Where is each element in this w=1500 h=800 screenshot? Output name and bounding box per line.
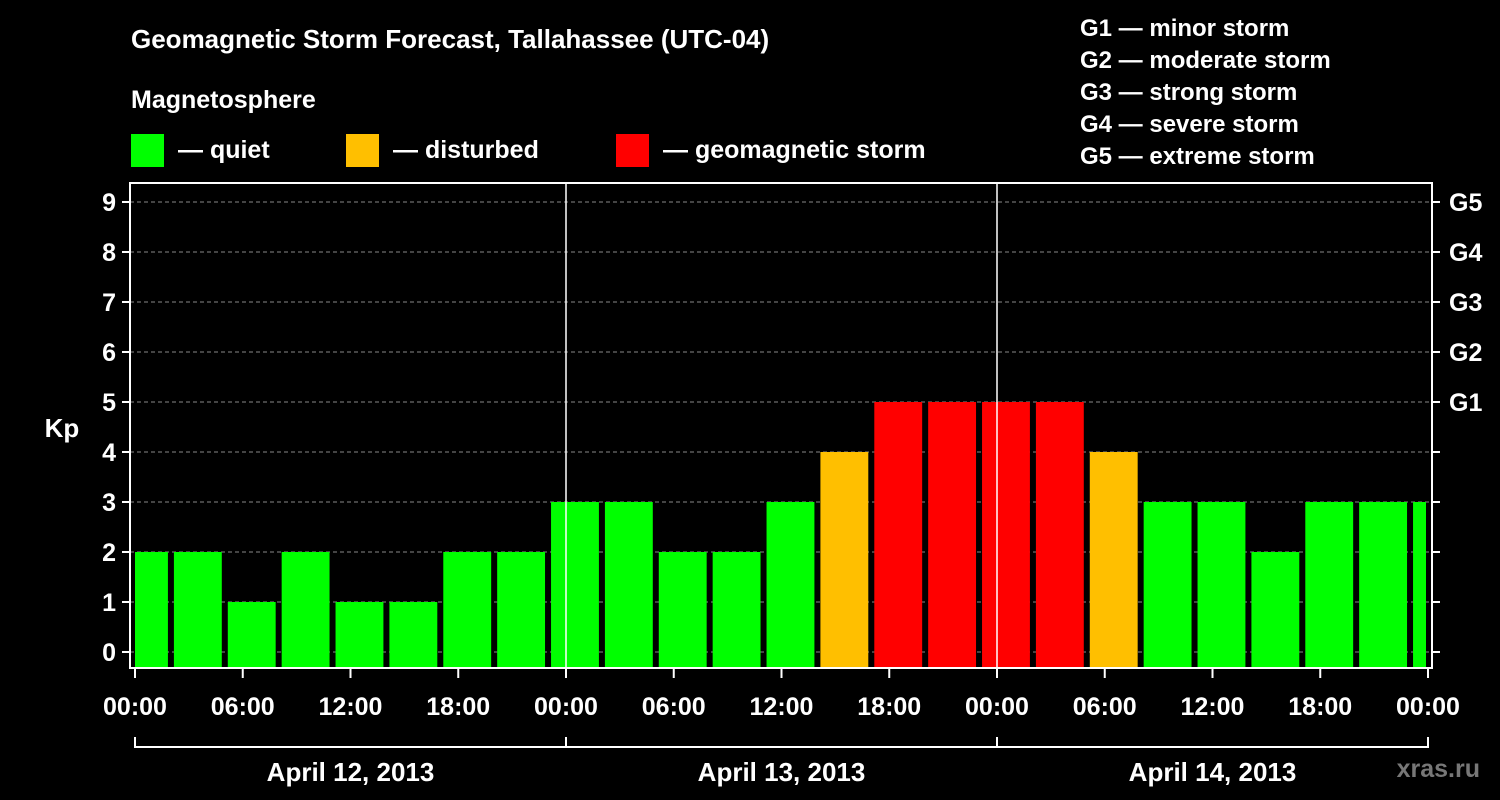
chart-title: Geomagnetic Storm Forecast, Tallahassee … (131, 24, 770, 54)
g-level-label-g1: G1 (1449, 389, 1482, 417)
legend-label-quiet: — quiet (178, 135, 270, 164)
legend-swatch-storm (616, 133, 649, 167)
y-tick-label-4: 4 (102, 439, 116, 467)
bar-3 (281, 552, 330, 667)
legend-item-quiet: — quiet (131, 133, 270, 167)
x-tick-label-2: 12:00 (319, 693, 383, 721)
g-level-label-g2: G2 (1449, 339, 1482, 367)
bar-1 (173, 552, 222, 667)
bar-2 (227, 602, 276, 667)
g-scale-g4: G4 — severe storm (1080, 111, 1299, 138)
g-level-label-g3: G3 (1449, 289, 1482, 317)
bar-6 (443, 552, 492, 667)
day-label-0: April 12, 2013 (267, 757, 435, 787)
bar-4 (335, 602, 384, 667)
bar-10 (658, 552, 707, 667)
bar-24 (1413, 502, 1426, 667)
y-tick-label-9: 9 (102, 189, 116, 217)
legend-swatch-disturbed (346, 133, 379, 167)
bar-16 (982, 402, 1030, 667)
bar-12 (766, 502, 815, 667)
y-tick-label-6: 6 (102, 339, 116, 367)
legend-swatch-quiet (131, 133, 164, 167)
section-label: Magnetosphere (131, 86, 316, 114)
legend-item-disturbed: — disturbed (346, 133, 539, 167)
y-axis-label: Kp (45, 413, 80, 443)
x-tick-label-9: 06:00 (1073, 693, 1137, 721)
x-tick-label-10: 12:00 (1181, 693, 1245, 721)
g-scale-g5: G5 — extreme storm (1080, 143, 1315, 170)
bar-20 (1197, 502, 1246, 667)
legend-label-storm: — geomagnetic storm (663, 135, 926, 164)
y-tick-label-5: 5 (102, 389, 116, 417)
bar-23 (1359, 502, 1408, 667)
bar-22 (1305, 502, 1354, 667)
bar-19 (1143, 502, 1192, 667)
y-tick-label-2: 2 (102, 539, 116, 567)
y-tick-label-3: 3 (102, 489, 116, 517)
x-tick-label-4: 00:00 (534, 693, 598, 721)
x-tick-label-12: 00:00 (1396, 693, 1460, 721)
g-level-label-g4: G4 (1449, 239, 1482, 267)
x-tick-label-3: 18:00 (426, 693, 490, 721)
y-tick-label-0: 0 (102, 639, 116, 667)
bar-0 (135, 552, 168, 667)
g-scale-g2: G2 — moderate storm (1080, 47, 1331, 74)
bar-9 (604, 502, 653, 667)
day-label-2: April 14, 2013 (1129, 757, 1297, 787)
g-scale-legend: G1 — minor storm G2 — moderate storm G3 … (1080, 13, 1331, 173)
y-tick-label-7: 7 (102, 289, 116, 317)
legend-label-disturbed: — disturbed (393, 135, 539, 164)
bar-11 (712, 552, 761, 667)
bar-13 (820, 452, 869, 667)
x-tick-label-0: 00:00 (103, 693, 167, 721)
bar-7 (497, 552, 546, 667)
x-tick-label-6: 12:00 (750, 693, 814, 721)
g-scale-g3: G3 — strong storm (1080, 79, 1298, 106)
g-scale-g1: G1 — minor storm (1080, 15, 1290, 42)
g-level-label-g5: G5 (1449, 189, 1482, 217)
day-label-1: April 13, 2013 (698, 757, 866, 787)
watermark: xras.ru (1396, 755, 1480, 783)
x-tick-label-5: 06:00 (642, 693, 706, 721)
bar-15 (928, 402, 977, 667)
x-tick-label-11: 18:00 (1288, 693, 1352, 721)
x-tick-label-1: 06:00 (211, 693, 275, 721)
bar-18 (1089, 452, 1138, 667)
x-tick-label-7: 18:00 (857, 693, 921, 721)
bar-21 (1251, 552, 1300, 667)
legend-item-storm: — geomagnetic storm (616, 133, 926, 167)
bar-17 (1035, 402, 1084, 667)
y-tick-label-8: 8 (102, 239, 116, 267)
bar-14 (874, 402, 923, 667)
y-tick-label-1: 1 (102, 589, 116, 617)
bar-8 (551, 502, 599, 667)
x-tick-label-8: 00:00 (965, 693, 1029, 721)
bar-5 (389, 602, 438, 667)
